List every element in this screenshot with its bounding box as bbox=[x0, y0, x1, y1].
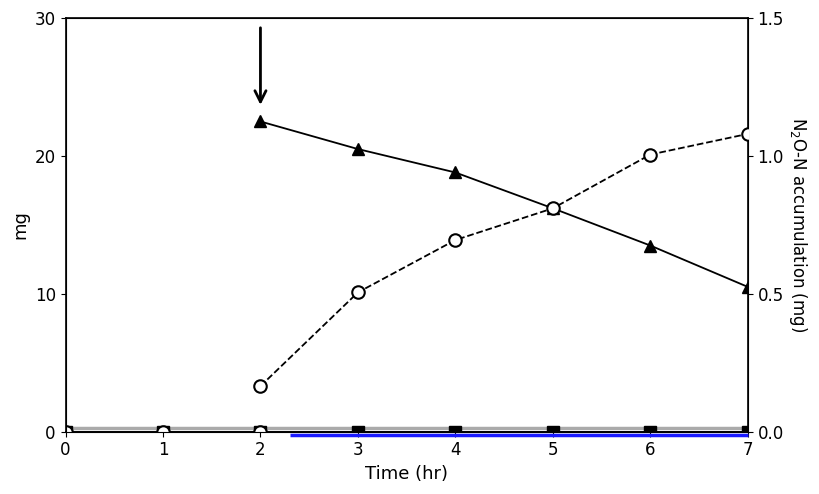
X-axis label: Time (hr): Time (hr) bbox=[364, 465, 448, 483]
Y-axis label: mg: mg bbox=[11, 210, 29, 239]
Y-axis label: N$_2$O-N accumulation (mg): N$_2$O-N accumulation (mg) bbox=[786, 117, 808, 332]
